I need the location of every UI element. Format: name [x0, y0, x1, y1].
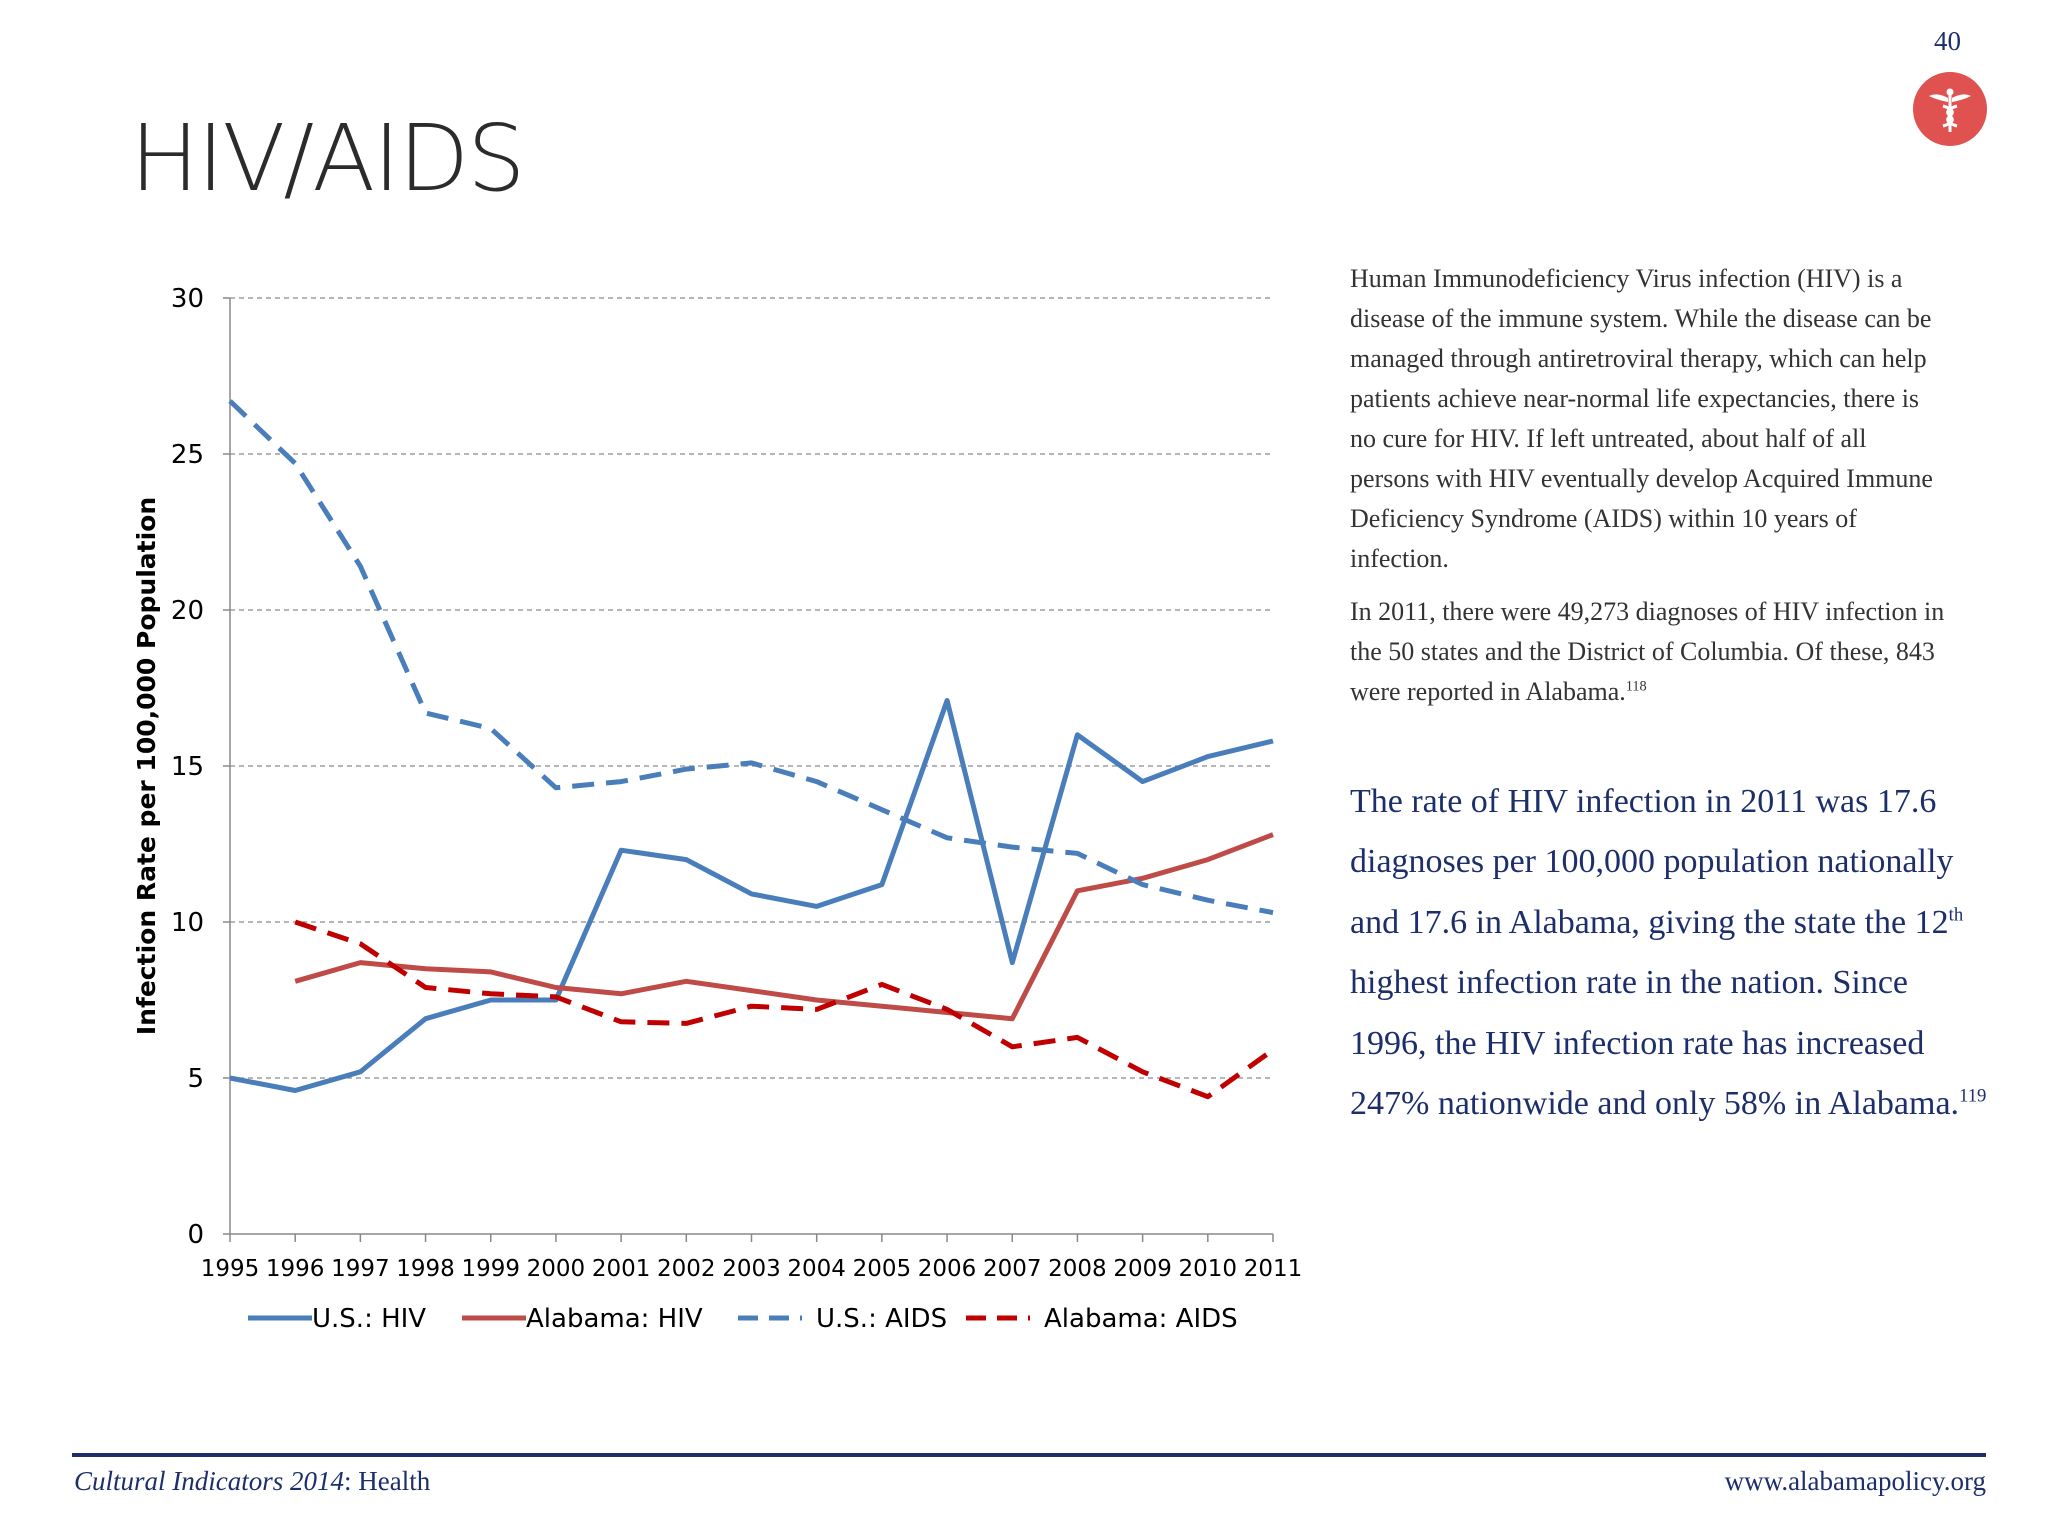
- line-chart: 0 5 10 15 20 25 30 1995 1996 1997 1998 1999 2000 2001…: [132, 284, 1302, 1334]
- y-tick-label: 15: [171, 752, 204, 782]
- y-tick-label: 10: [171, 908, 204, 938]
- x-tick-label: 1997: [331, 1256, 390, 1282]
- y-axis-title: Infection Rate per 100,000 Population: [132, 497, 161, 1035]
- page-title: HIV/AIDS: [130, 105, 526, 212]
- legend-label: Alabama: HIV: [526, 1304, 703, 1334]
- series-line-alabama-hiv: [294, 832, 1274, 1022]
- series-line-alabama-aids: [294, 919, 1275, 1100]
- x-tick-label: 2003: [722, 1256, 781, 1282]
- x-tick-label: 2001: [592, 1256, 651, 1282]
- footer-publication: Cultural Indicators 2014: Health: [74, 1466, 430, 1497]
- legend-label: Alabama: AIDS: [1044, 1304, 1238, 1334]
- x-tick-label: 1998: [396, 1256, 455, 1282]
- highlight-text-a: The rate of HIV infection in 2011 was 17…: [1350, 783, 1954, 941]
- x-tick-label: 1995: [201, 1256, 260, 1282]
- footer-divider: [72, 1453, 1986, 1457]
- y-tick-label: 30: [171, 284, 204, 314]
- diagnoses-paragraph: In 2011, there were 49,273 diagnoses of …: [1350, 592, 1950, 712]
- x-tick-label: 2002: [657, 1256, 716, 1282]
- x-tick-label: 2007: [983, 1256, 1042, 1282]
- x-tick-label: 2011: [1244, 1256, 1303, 1282]
- x-tick-label: 2004: [787, 1256, 846, 1282]
- x-tick-label: 2009: [1113, 1256, 1172, 1282]
- caduceus-icon: [1913, 72, 1987, 146]
- y-tick-label: 0: [187, 1220, 204, 1250]
- y-tick-label: 5: [187, 1064, 204, 1094]
- footnote-ref: 119: [1959, 1085, 1987, 1107]
- series-line-u-s-hiv: [229, 698, 1274, 1093]
- series-lines: [228, 399, 1275, 1100]
- y-tick-label: 20: [171, 596, 204, 626]
- page-number: 40: [1934, 26, 1961, 56]
- legend-label: U.S.: HIV: [312, 1304, 426, 1334]
- intro-paragraph: Human Immunodeficiency Virus infection (…: [1350, 264, 1933, 573]
- ordinal-suffix: th: [1948, 904, 1964, 926]
- diagnoses-text: In 2011, there were 49,273 diagnoses of …: [1350, 597, 1945, 706]
- axes: [223, 297, 1274, 1242]
- highlight-paragraph: The rate of HIV infection in 2011 was 17…: [1350, 772, 1990, 1134]
- x-tick-label: 2008: [1048, 1256, 1107, 1282]
- x-tick-label: 2000: [527, 1256, 586, 1282]
- highlight-text-b: highest infection rate in the nation. Si…: [1350, 964, 1960, 1123]
- x-tick-label: 2005: [853, 1256, 912, 1282]
- x-tick-label: 2006: [918, 1256, 977, 1282]
- footer-url[interactable]: www.alabamapolicy.org: [1724, 1466, 1986, 1496]
- footnote-ref: 118: [1625, 678, 1647, 695]
- legend: U.S.: HIV Alabama: HIV U.S.: AIDS Alabama: …: [248, 1304, 1238, 1334]
- gridlines: [230, 297, 1273, 1079]
- series-line-u-s-aids: [228, 399, 1274, 916]
- x-tick-label: 1996: [266, 1256, 325, 1282]
- x-tick-label: 2010: [1179, 1256, 1238, 1282]
- tick-labels: 0 5 10 15 20 25 30 1995 1996 1997 1998 1999 2000 2001…: [171, 284, 1302, 1282]
- x-tick-label: 1999: [461, 1256, 520, 1282]
- publication-section: : Health: [344, 1466, 431, 1496]
- publication-title: Cultural Indicators 2014: [74, 1466, 345, 1496]
- y-tick-label: 25: [171, 440, 204, 470]
- legend-label: U.S.: AIDS: [816, 1304, 947, 1334]
